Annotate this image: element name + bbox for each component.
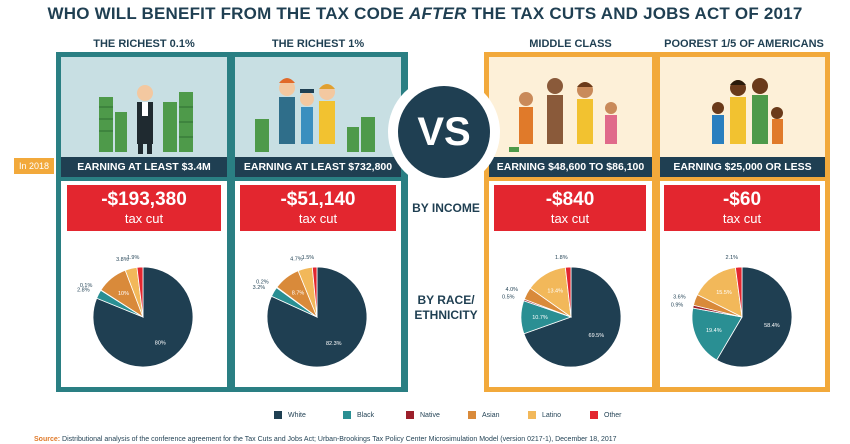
pie-label-native: 0.2% — [256, 279, 269, 285]
earning-banner-0: EARNING AT LEAST $3.4M — [61, 157, 227, 177]
pie-slice-other — [564, 266, 572, 318]
pie-slice-other — [136, 266, 144, 318]
earning-banner-2: EARNING $48,600 TO $86,100 — [489, 157, 652, 177]
pie-slice-white — [716, 266, 793, 368]
tax-cut-amount: -$51,140 — [280, 189, 356, 210]
illustration-richest-0-1 — [61, 57, 227, 157]
pie-label-other: 1.9% — [127, 255, 140, 261]
legend-item-black: Black — [343, 411, 374, 419]
pie-label-asian: 4.0% — [505, 287, 518, 293]
money-stacks-icon — [99, 85, 193, 154]
legend-swatch — [590, 411, 598, 419]
pie-label-other: 2.1% — [725, 255, 738, 261]
pie-label-other: 1.8% — [555, 255, 568, 261]
pie-slice-latino — [696, 266, 743, 318]
pie-label-white: 82.3% — [326, 341, 342, 347]
pie-label-native: 0.5% — [502, 295, 515, 301]
page-title: WHO WILL BENEFIT FROM THE TAX CODE AFTER… — [47, 4, 803, 23]
pie-label-black: 19.4% — [706, 328, 722, 334]
tax-cut-label: tax cut — [550, 211, 590, 226]
column-heading-1: THE RICHEST 1% — [271, 38, 365, 50]
tax-cut-amount: -$193,380 — [101, 189, 187, 210]
pie-label-white: 80% — [155, 341, 166, 347]
pie-label-black: 10.7% — [532, 315, 548, 321]
pie-slice-black — [691, 307, 743, 361]
pie-label-other: 1.5% — [302, 255, 315, 261]
tax-cut-amount: -$60 — [722, 189, 762, 210]
source-note: Source: Distributional analysis of the c… — [34, 436, 617, 443]
pie-label-white: 69.5% — [589, 333, 605, 339]
illustration-poorest-fifth — [660, 57, 825, 157]
earning-banner-3: EARNING $25,000 OR LESS — [660, 157, 825, 177]
legend-swatch — [406, 411, 414, 419]
illustration-richest-1 — [235, 57, 401, 157]
middle-class-family-icon — [509, 78, 617, 152]
legend-label: Black — [357, 411, 375, 419]
pie-slice-white — [523, 266, 622, 368]
wealthy-family-icon — [255, 78, 375, 152]
tax-cut-amount: -$840 — [545, 189, 595, 210]
legend-label: Latino — [542, 411, 562, 419]
legend-item-asian: Asian — [468, 411, 500, 419]
legend-item-native: Native — [406, 411, 440, 419]
legend-swatch — [343, 411, 351, 419]
tax-cut-label: tax cut — [722, 211, 762, 226]
row-label-race: BY RACE/ ETHNICITY — [414, 293, 478, 322]
vs-badge: VS — [398, 86, 490, 178]
pie-label-latino: 3.8% — [116, 257, 129, 263]
legend-label: White — [288, 411, 306, 419]
pie-label-asian: 10% — [118, 291, 129, 297]
illustration-middle-class — [489, 57, 652, 157]
legend-item-white: White — [274, 411, 306, 419]
tax-cut-box-1: -$51,140 tax cut — [240, 185, 396, 231]
tax-cut-label: tax cut — [124, 211, 164, 226]
earning-banner-1: EARNING AT LEAST $732,800 — [235, 157, 401, 177]
row-label-income: BY INCOME — [412, 201, 480, 215]
tax-cut-box-3: -$60 tax cut — [664, 185, 820, 231]
pie-chart-richest-0-1: 80% 2.8%0.1% 10% 3.8%1.9% — [77, 255, 194, 368]
legend-item-latino: Latino — [528, 411, 561, 419]
pie-label-latino: 13.4% — [547, 288, 563, 294]
legend-label: Other — [604, 411, 622, 419]
pie-label-black: 2.8% — [77, 288, 90, 294]
pie-chart-middle-class: 69.5% 10.7% 0.5% 4.0% 13.4% 1.8% — [502, 255, 622, 368]
column-heading-0: THE RICHEST 0.1% — [93, 38, 195, 50]
pie-label-native: 0.1% — [80, 283, 93, 289]
pie-label-black: 3.2% — [253, 285, 266, 291]
pie-chart-richest-1: 82.3% 3.2%0.2% 8.7% 4.7%1.5% — [253, 255, 368, 368]
legend-swatch — [528, 411, 536, 419]
legend-swatch — [468, 411, 476, 419]
pie-label-latino: 4.7% — [290, 257, 303, 263]
tax-cut-box-2: -$840 tax cut — [494, 185, 646, 231]
pie-label-asian: 3.6% — [673, 294, 686, 300]
pie-label-latino: 15.5% — [716, 290, 732, 296]
pie-label-asian: 8.7% — [292, 290, 305, 296]
tax-cut-box-0: -$193,380 tax cut — [67, 185, 221, 231]
pie-label-white: 58.4% — [764, 323, 780, 329]
pie-label-native: 0.9% — [671, 303, 684, 309]
pie-chart-poorest-fifth: 58.4% 19.4% 0.9% 3.6% 15.5% 2.1% — [671, 255, 793, 368]
tax-cut-label: tax cut — [298, 211, 338, 226]
pie-slice-other — [734, 266, 743, 318]
legend-item-other: Other — [590, 411, 622, 419]
legend-label: Asian — [482, 411, 500, 419]
lower-income-family-icon — [712, 78, 783, 144]
column-heading-2: MIDDLE CLASS — [529, 38, 612, 50]
legend-label: Native — [420, 411, 440, 419]
legend-swatch — [274, 411, 282, 419]
year-tag: In 2018 — [14, 158, 54, 174]
pie-slice-other — [311, 266, 318, 318]
column-heading-3: POOREST 1/5 OF AMERICANS — [664, 38, 824, 50]
